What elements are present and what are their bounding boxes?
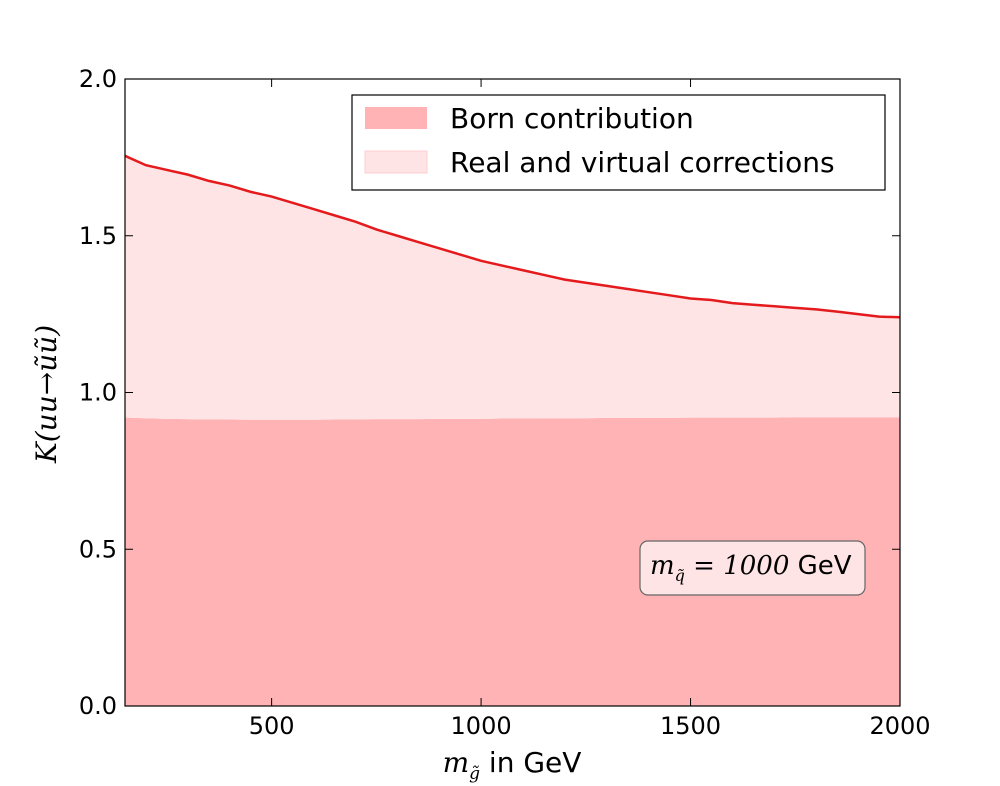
corrections-area	[125, 155, 900, 420]
legend-label-born: Born contribution	[450, 102, 694, 135]
legend-swatch-born	[365, 107, 427, 129]
x-tick-label: 2000	[869, 712, 930, 740]
x-axis-label: mg̃ in GeV	[443, 746, 582, 784]
y-tick-label: 1.5	[79, 222, 117, 250]
k-factor-line	[124, 154, 901, 319]
y-axis-label: K(uu→ũũ)	[30, 325, 63, 464]
annotation: mq̃ = 1000 GeV	[639, 540, 866, 596]
y-tick-label: 1.0	[79, 379, 117, 407]
legend-swatch-corrections	[364, 150, 428, 174]
legend-label-corrections: Real and virtual corrections	[450, 146, 835, 179]
legend: Born contribution Real and virtual correc…	[351, 94, 886, 191]
y-tick-label: 0.0	[79, 692, 117, 720]
born-area	[125, 417, 900, 706]
y-tick-label: 0.5	[79, 535, 117, 563]
y-tick-label: 2.0	[79, 65, 117, 93]
legend-box	[351, 94, 886, 191]
annotation-box	[639, 540, 866, 596]
x-tick-label: 1500	[660, 712, 721, 740]
x-tick-label: 1000	[451, 712, 512, 740]
annotation-text: mq̃ = 1000 GeV	[650, 551, 852, 585]
x-tick-label: 500	[249, 712, 295, 740]
